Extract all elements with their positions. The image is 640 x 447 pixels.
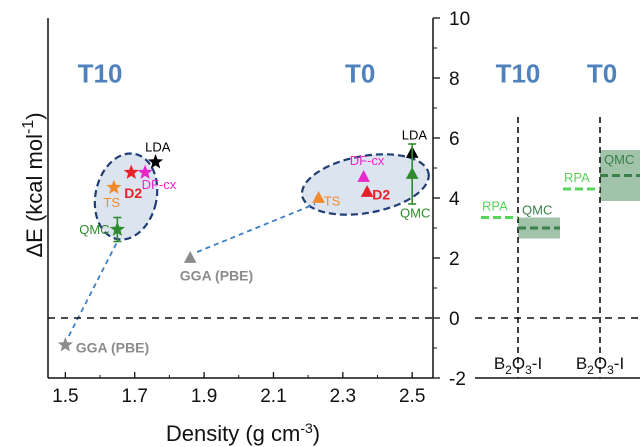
connector-line	[68, 241, 119, 337]
star-marker-gga-pbe-	[57, 337, 73, 352]
x-tick-label: 2.3	[330, 386, 356, 407]
data-points	[57, 143, 419, 352]
triangle-marker-gga-pbe-	[183, 251, 197, 263]
x-axis-title-end: )	[313, 421, 320, 446]
category-label: B2O3-I	[494, 354, 542, 377]
y-tick-label: 8	[449, 69, 460, 90]
point-label: GGA (PBE)	[76, 340, 149, 356]
y-tick-label: 6	[449, 129, 460, 150]
y-tick-label: 10	[449, 9, 470, 30]
triangle-marker-ts	[312, 191, 325, 203]
point-label: DF-cx	[350, 153, 385, 168]
category-label-subscript: 2	[587, 363, 594, 377]
gga-connectors	[68, 203, 316, 337]
x-tick-label: 1.7	[122, 386, 148, 407]
qmc-label: QMC	[522, 203, 552, 218]
point-label: QMC	[400, 206, 430, 221]
phase-titles: T10 T0	[78, 59, 376, 89]
star-marker-lda	[147, 154, 164, 169]
y-axis-title-end: )	[22, 112, 47, 119]
category-label-part: B	[494, 354, 505, 373]
point-label: D2	[124, 185, 142, 201]
y-tick-label: 0	[449, 309, 460, 330]
x-tick-label: 1.9	[191, 386, 217, 407]
point-label: TS	[103, 195, 120, 210]
point-label: GGA (PBE)	[180, 268, 253, 284]
y-axis-title-sup: -1	[20, 120, 37, 134]
y-tick-label: 4	[449, 189, 460, 210]
y-axis-title-main: ΔE (kcal mol	[22, 134, 47, 258]
phase-title: T10	[78, 59, 123, 89]
x-axis-title: Density (g cm-3)	[166, 420, 320, 446]
triangle-marker-qmc	[405, 167, 419, 179]
point-label: LDA	[402, 128, 428, 143]
rpa-label: RPA	[482, 199, 508, 214]
category-label-part: -I	[614, 354, 624, 373]
category-label-part: O	[594, 354, 607, 373]
star-marker-df-cx	[137, 164, 153, 179]
inset-phase-title: T0	[587, 59, 617, 89]
y-tick-label: 2	[449, 249, 460, 270]
category-label-part: B	[576, 354, 587, 373]
qmc-band	[518, 217, 560, 239]
inset-phase-title: T10	[496, 59, 541, 89]
category-label-part: -I	[532, 354, 542, 373]
point-label: DF-cx	[142, 177, 177, 192]
y-axis-title: ΔE (kcal mol-1)	[20, 112, 47, 257]
y-axis-ticks: -2 0 2 4 6 8 10	[433, 9, 470, 390]
qmc-label: QMC	[604, 152, 634, 167]
star-marker-ts	[106, 179, 122, 194]
x-tick-label: 2.5	[399, 386, 425, 407]
y-tick-label: -2	[449, 369, 466, 390]
category-label-subscript: 3	[525, 363, 532, 377]
x-axis-ticks: 1.5 1.7 1.9 2.1 2.3 2.5	[52, 372, 425, 407]
point-label: LDA	[145, 140, 171, 155]
star-marker-qmc	[109, 221, 125, 236]
triangle-marker-d2	[360, 185, 374, 197]
category-label-subscript: 3	[607, 363, 614, 377]
triangle-marker-df-cx	[357, 170, 370, 182]
star-marker-d2	[123, 164, 139, 179]
category-label: B2O3-I	[576, 354, 624, 377]
point-label: QMC	[79, 222, 109, 237]
phase-title: T0	[345, 59, 375, 89]
category-label-part: O	[512, 354, 525, 373]
rpa-label: RPA	[564, 170, 590, 185]
x-tick-label: 2.1	[260, 386, 286, 407]
category-label-subscript: 2	[505, 363, 512, 377]
point-label: TS	[324, 194, 341, 209]
x-tick-label: 1.5	[52, 386, 78, 407]
x-axis-title-main: Density (g cm	[166, 421, 300, 446]
x-axis-title-sup: -3	[300, 420, 313, 436]
point-label: D2	[372, 187, 390, 203]
connector-line	[196, 203, 316, 253]
cluster-ellipse-t0	[300, 153, 430, 216]
